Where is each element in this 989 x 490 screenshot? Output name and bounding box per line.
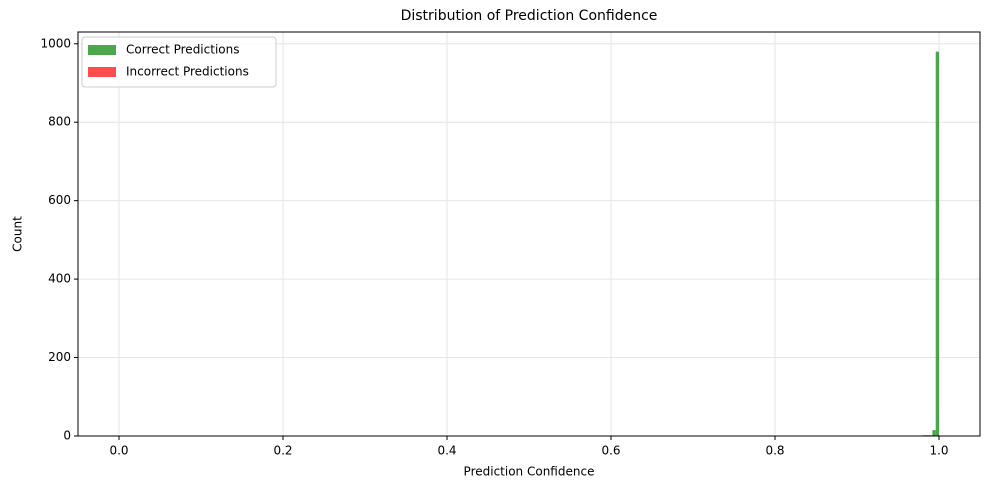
x-tick-label: 0.0 xyxy=(109,444,128,458)
histogram-bar xyxy=(935,51,939,437)
x-tick-label: 0.2 xyxy=(273,444,292,458)
legend-label: Correct Predictions xyxy=(126,43,239,57)
x-tick-label: 0.6 xyxy=(601,444,620,458)
legend-swatch xyxy=(88,67,116,77)
legend-swatch xyxy=(88,45,116,55)
legend: Correct Predictions Incorrect Predictions xyxy=(81,36,277,88)
ticks: 0.0 0.2 0.4 0.6 0.8 1.0 0 200 400 600 800 1000 xyxy=(40,36,948,457)
x-tick-label: 1.0 xyxy=(929,444,948,458)
chart-title: Distribution of Prediction Confidence xyxy=(401,8,658,24)
y-tick-label: 800 xyxy=(48,115,71,129)
legend-box xyxy=(81,36,277,88)
legend-label: Incorrect Predictions xyxy=(126,65,249,79)
y-tick-label: 1000 xyxy=(40,36,71,50)
y-tick-label: 0 xyxy=(63,429,71,443)
x-axis-label: Prediction Confidence xyxy=(464,465,595,479)
histogram-bar xyxy=(932,430,936,436)
y-axis-label: Count xyxy=(11,216,25,252)
y-tick-label: 600 xyxy=(48,193,71,207)
y-tick-label: 400 xyxy=(48,272,71,286)
x-tick-label: 0.4 xyxy=(437,444,456,458)
y-tick-label: 200 xyxy=(48,350,71,364)
x-tick-label: 0.8 xyxy=(765,444,784,458)
plot-frame xyxy=(77,31,981,437)
